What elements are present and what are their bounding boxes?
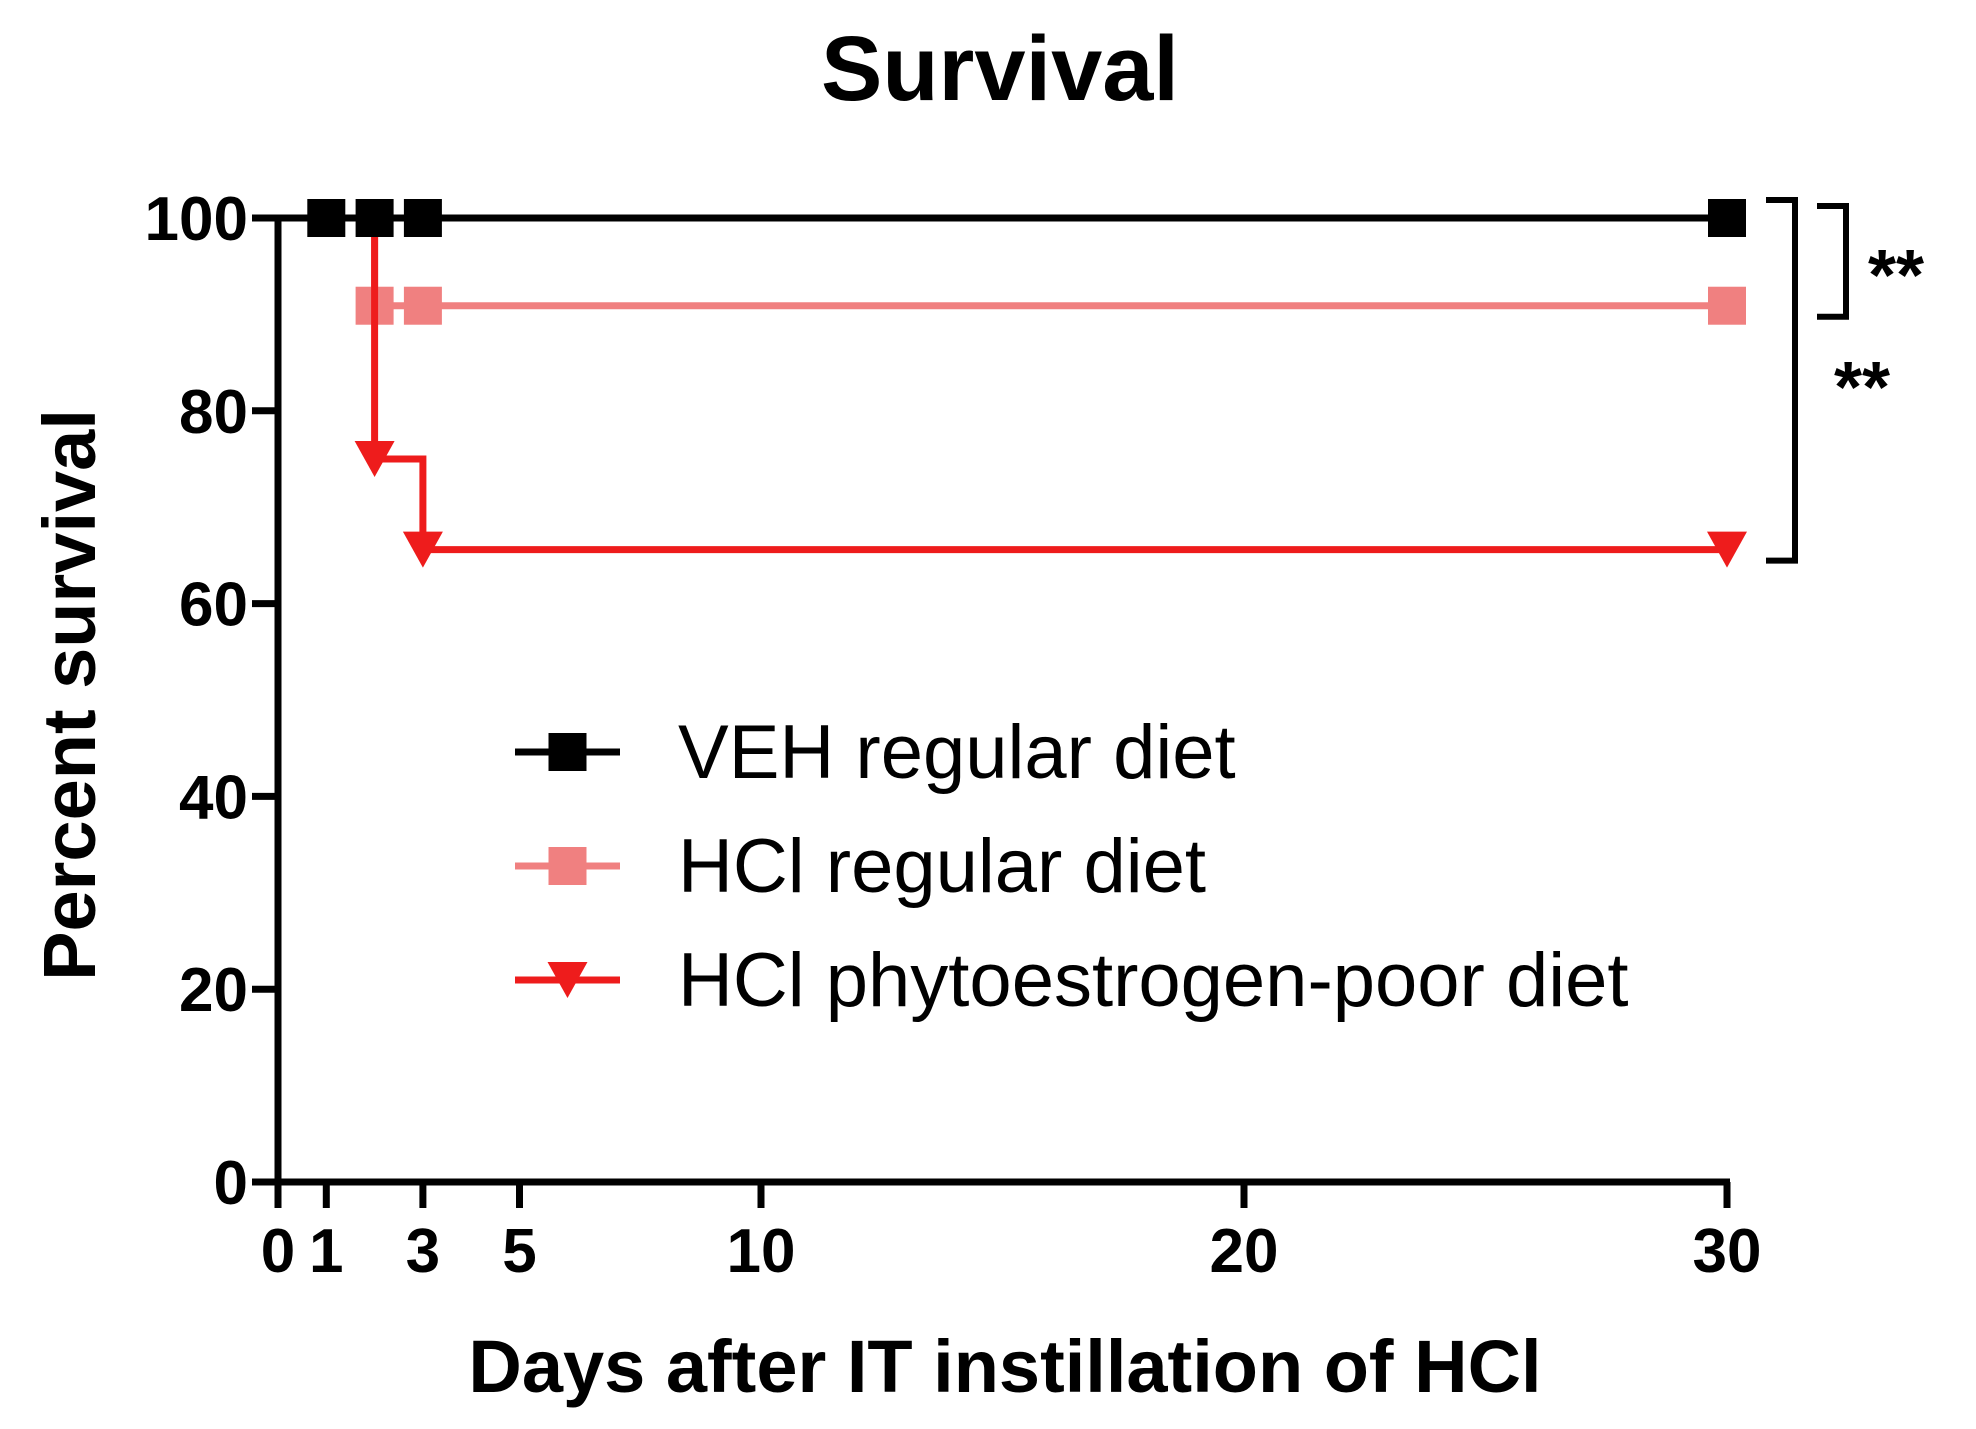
- legend-marker: [548, 847, 587, 885]
- data-point: [354, 441, 395, 477]
- legend-marker: [547, 962, 588, 998]
- x-tick-label: 10: [727, 1217, 796, 1286]
- y-axis-label: Percent survival: [28, 409, 111, 981]
- legend-label: HCl regular diet: [678, 824, 1206, 909]
- series-line-1: [278, 214, 1727, 310]
- legend: VEH regular diet HCl regular diet HCl phyt…: [515, 710, 1629, 1023]
- x-tick-label: 3: [406, 1217, 440, 1286]
- data-point: [1708, 199, 1746, 237]
- chart-title: Survival: [821, 18, 1179, 120]
- sig-label-outer: **: [1834, 348, 1890, 428]
- data-point: [1707, 531, 1747, 568]
- series-line-2: [278, 214, 1727, 554]
- plot-area: 0 20 40 60 80 100 0 1 3 5 10 20 30: [145, 185, 1762, 1286]
- x-axis-label: Days after IT instillation of HCl: [468, 1325, 1541, 1408]
- x-tick-label: 5: [502, 1217, 536, 1286]
- y-tick-label: 60: [179, 571, 248, 640]
- y-tick-label: 20: [179, 956, 248, 1025]
- legend-marker: [548, 733, 587, 771]
- data-point: [355, 199, 394, 237]
- data-point: [402, 531, 443, 568]
- sig-bracket-outer: [1766, 197, 1798, 564]
- y-tick-label: 40: [179, 763, 248, 832]
- sig-bracket-inner: [1817, 203, 1849, 320]
- data-point: [403, 286, 442, 325]
- data-point: [403, 199, 442, 237]
- x-tick-label: 0: [261, 1217, 295, 1286]
- y-tick-label: 80: [179, 378, 248, 447]
- data-point: [1708, 286, 1746, 325]
- legend-label: VEH regular diet: [678, 710, 1236, 795]
- x-tick-label: 30: [1693, 1217, 1762, 1286]
- data-point: [307, 199, 346, 237]
- x-tick-label: 1: [309, 1217, 343, 1286]
- significance-brackets: ** **: [1766, 197, 1924, 564]
- sig-label-inner: **: [1868, 236, 1924, 316]
- y-tick-label: 100: [145, 185, 248, 254]
- x-tick-label: 20: [1210, 1217, 1279, 1286]
- legend-label: HCl phytoestrogen-poor diet: [678, 938, 1629, 1023]
- y-tick-label: 0: [214, 1149, 248, 1218]
